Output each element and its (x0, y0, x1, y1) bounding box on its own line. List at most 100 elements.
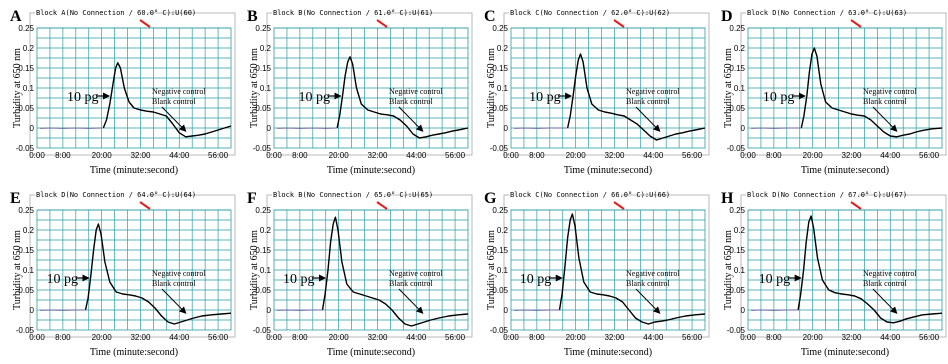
y-tick-label: -0.05 (253, 144, 272, 153)
y-tick-label: 0.05 (18, 104, 34, 113)
x-tick-label: 44:00 (169, 151, 190, 160)
annotation-blank-control: Blank control (389, 279, 434, 288)
x-axis-title: Time (minute:second) (327, 165, 415, 176)
y-tick-label: 0.15 (255, 246, 271, 255)
x-axis-title: Time (minute:second) (90, 165, 178, 176)
x-tick-label: 32:00 (841, 333, 862, 342)
y-tick-label: 0 (741, 124, 746, 133)
y-tick-label: 0.05 (255, 286, 271, 295)
y-tick-label: 0.15 (18, 64, 34, 73)
y-tick-label: 0.25 (492, 206, 508, 215)
red-arrow (376, 19, 388, 28)
x-tick-label: 44:00 (643, 333, 664, 342)
sample-curve (800, 47, 943, 138)
y-tick-label: 0.15 (255, 64, 271, 73)
red-arrow (139, 19, 151, 28)
y-tick-label: 0.1 (734, 266, 746, 275)
red-arrow (850, 19, 862, 28)
x-tick-label: 20:00 (803, 151, 824, 160)
x-axis-title: Time (minute:second) (564, 347, 652, 358)
x-tick-label: 56:00 (682, 151, 703, 160)
annotation-negative-control: Negative control (863, 87, 917, 96)
red-arrow (613, 19, 625, 28)
y-tick-label: 0.2 (497, 226, 509, 235)
sample-curve (336, 56, 469, 139)
sample-curve (102, 62, 232, 138)
x-tick-label: 8:00 (55, 151, 71, 160)
y-tick-label: 0.2 (734, 44, 746, 53)
x-tick-label: 32:00 (367, 151, 388, 160)
annotation-10pg: 10 pg (763, 90, 795, 105)
annotation-negative-control: Negative control (389, 87, 443, 96)
y-axis-title: Turbidity at 650 nm (486, 48, 497, 128)
y-axis-title: Turbidity at 650 nm (723, 230, 734, 310)
chart-panel-g: G Block C(No Connection / 66.0° C):U(66)0… (484, 190, 710, 358)
annotation-negative-control: Negative control (152, 269, 206, 278)
y-tick-label: 0.15 (729, 246, 745, 255)
annotation-negative-control: Negative control (389, 269, 443, 278)
y-tick-label: -0.05 (490, 326, 509, 335)
sample-curve (321, 216, 469, 327)
x-axis-title: Time (minute:second) (801, 165, 889, 176)
x-tick-label: 44:00 (880, 333, 901, 342)
x-tick-label: 20:00 (566, 151, 587, 160)
annotation-negative-control: Negative control (626, 269, 680, 278)
y-tick-label: 0 (30, 306, 35, 315)
x-tick-label: 8:00 (292, 333, 308, 342)
block-title-bg (509, 8, 621, 17)
y-tick-label: -0.05 (253, 326, 272, 335)
y-tick-label: 0.1 (734, 84, 746, 93)
y-tick-label: -0.05 (490, 144, 509, 153)
annotation-blank-control: Blank control (152, 97, 197, 106)
chart-panel-c: C Block C(No Connection / 62.0° C):U(62)0… (484, 8, 710, 176)
block-title: Block C(No Connection / 62.0° C):U(62) (510, 9, 670, 17)
x-tick-label: 0:00 (29, 333, 45, 342)
y-tick-label: -0.05 (16, 144, 35, 153)
x-tick-label: 44:00 (406, 333, 427, 342)
sample-curve (558, 213, 706, 325)
chart-panel-h: H Block D(No Connection / 67.0° C):U(67)0… (721, 190, 947, 358)
x-tick-label: 8:00 (55, 333, 71, 342)
y-tick-label: 0 (267, 306, 272, 315)
sample-curve (566, 53, 706, 141)
block-title: Block A(No Connection / 60.0° C):U(60) (36, 9, 196, 17)
y-tick-label: 0.25 (729, 206, 745, 215)
x-tick-label: 44:00 (169, 333, 190, 342)
y-tick-label: 0.2 (260, 44, 272, 53)
y-tick-label: 0.25 (18, 206, 34, 215)
y-tick-label: 0.1 (23, 266, 35, 275)
y-axis-title: Turbidity at 650 nm (249, 48, 260, 128)
panel-label: E (10, 190, 21, 207)
y-axis-title: Turbidity at 650 nm (723, 48, 734, 128)
x-tick-label: 56:00 (682, 333, 703, 342)
arrow-controls (398, 106, 424, 132)
annotation-10pg: 10 pg (299, 90, 331, 105)
y-tick-label: 0.2 (734, 226, 746, 235)
block-title-bg (35, 190, 147, 199)
y-tick-label: 0.1 (260, 266, 272, 275)
y-tick-label: 0.2 (23, 44, 35, 53)
annotation-blank-control: Blank control (863, 279, 908, 288)
gridlines (511, 27, 705, 148)
y-tick-label: 0 (267, 124, 272, 133)
y-tick-label: 0.2 (497, 44, 509, 53)
block-title-bg (272, 190, 384, 199)
x-tick-label: 0:00 (740, 333, 756, 342)
y-tick-label: 0.2 (260, 226, 272, 235)
x-tick-label: 56:00 (445, 333, 466, 342)
annotation-blank-control: Blank control (626, 279, 671, 288)
x-tick-label: 32:00 (841, 151, 862, 160)
y-tick-label: 0.25 (492, 24, 508, 33)
y-tick-label: 0.15 (492, 246, 508, 255)
x-tick-label: 0:00 (740, 151, 756, 160)
panel-label: F (247, 190, 257, 207)
x-tick-label: 0:00 (266, 151, 282, 160)
chart-panel-f: F Block B(No Connection / 65.0° C):U(65)0… (247, 190, 473, 358)
arrow-controls (161, 106, 187, 132)
y-axis-title: Turbidity at 650 nm (12, 48, 23, 128)
block-title: Block B(No Connection / 61.0° C):U(61) (273, 9, 433, 17)
arrow-controls (872, 106, 898, 132)
panel-label: B (247, 8, 258, 25)
red-arrow (613, 201, 625, 210)
arrow-controls (635, 106, 661, 132)
